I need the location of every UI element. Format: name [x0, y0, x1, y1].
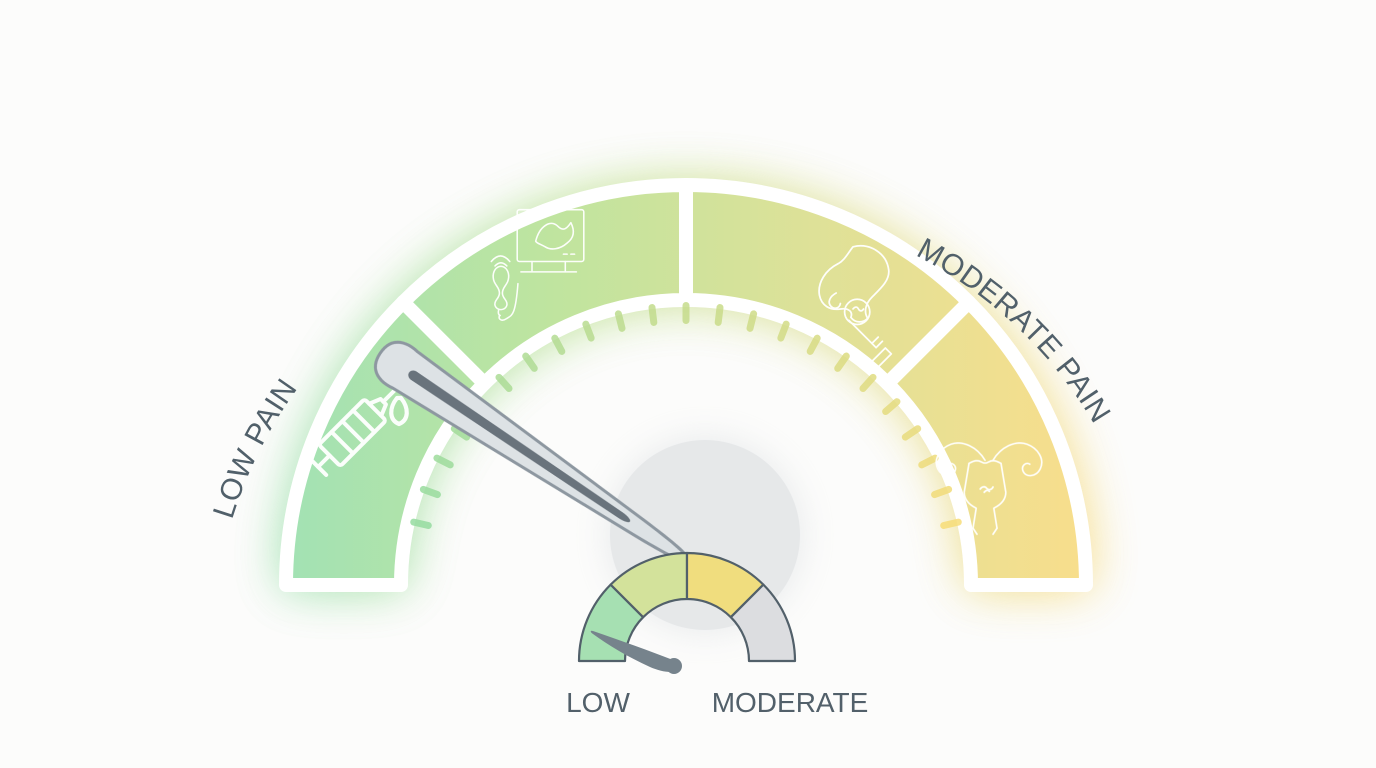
- svg-text:LOW: LOW: [566, 687, 630, 718]
- svg-text:MODERATE: MODERATE: [712, 687, 869, 718]
